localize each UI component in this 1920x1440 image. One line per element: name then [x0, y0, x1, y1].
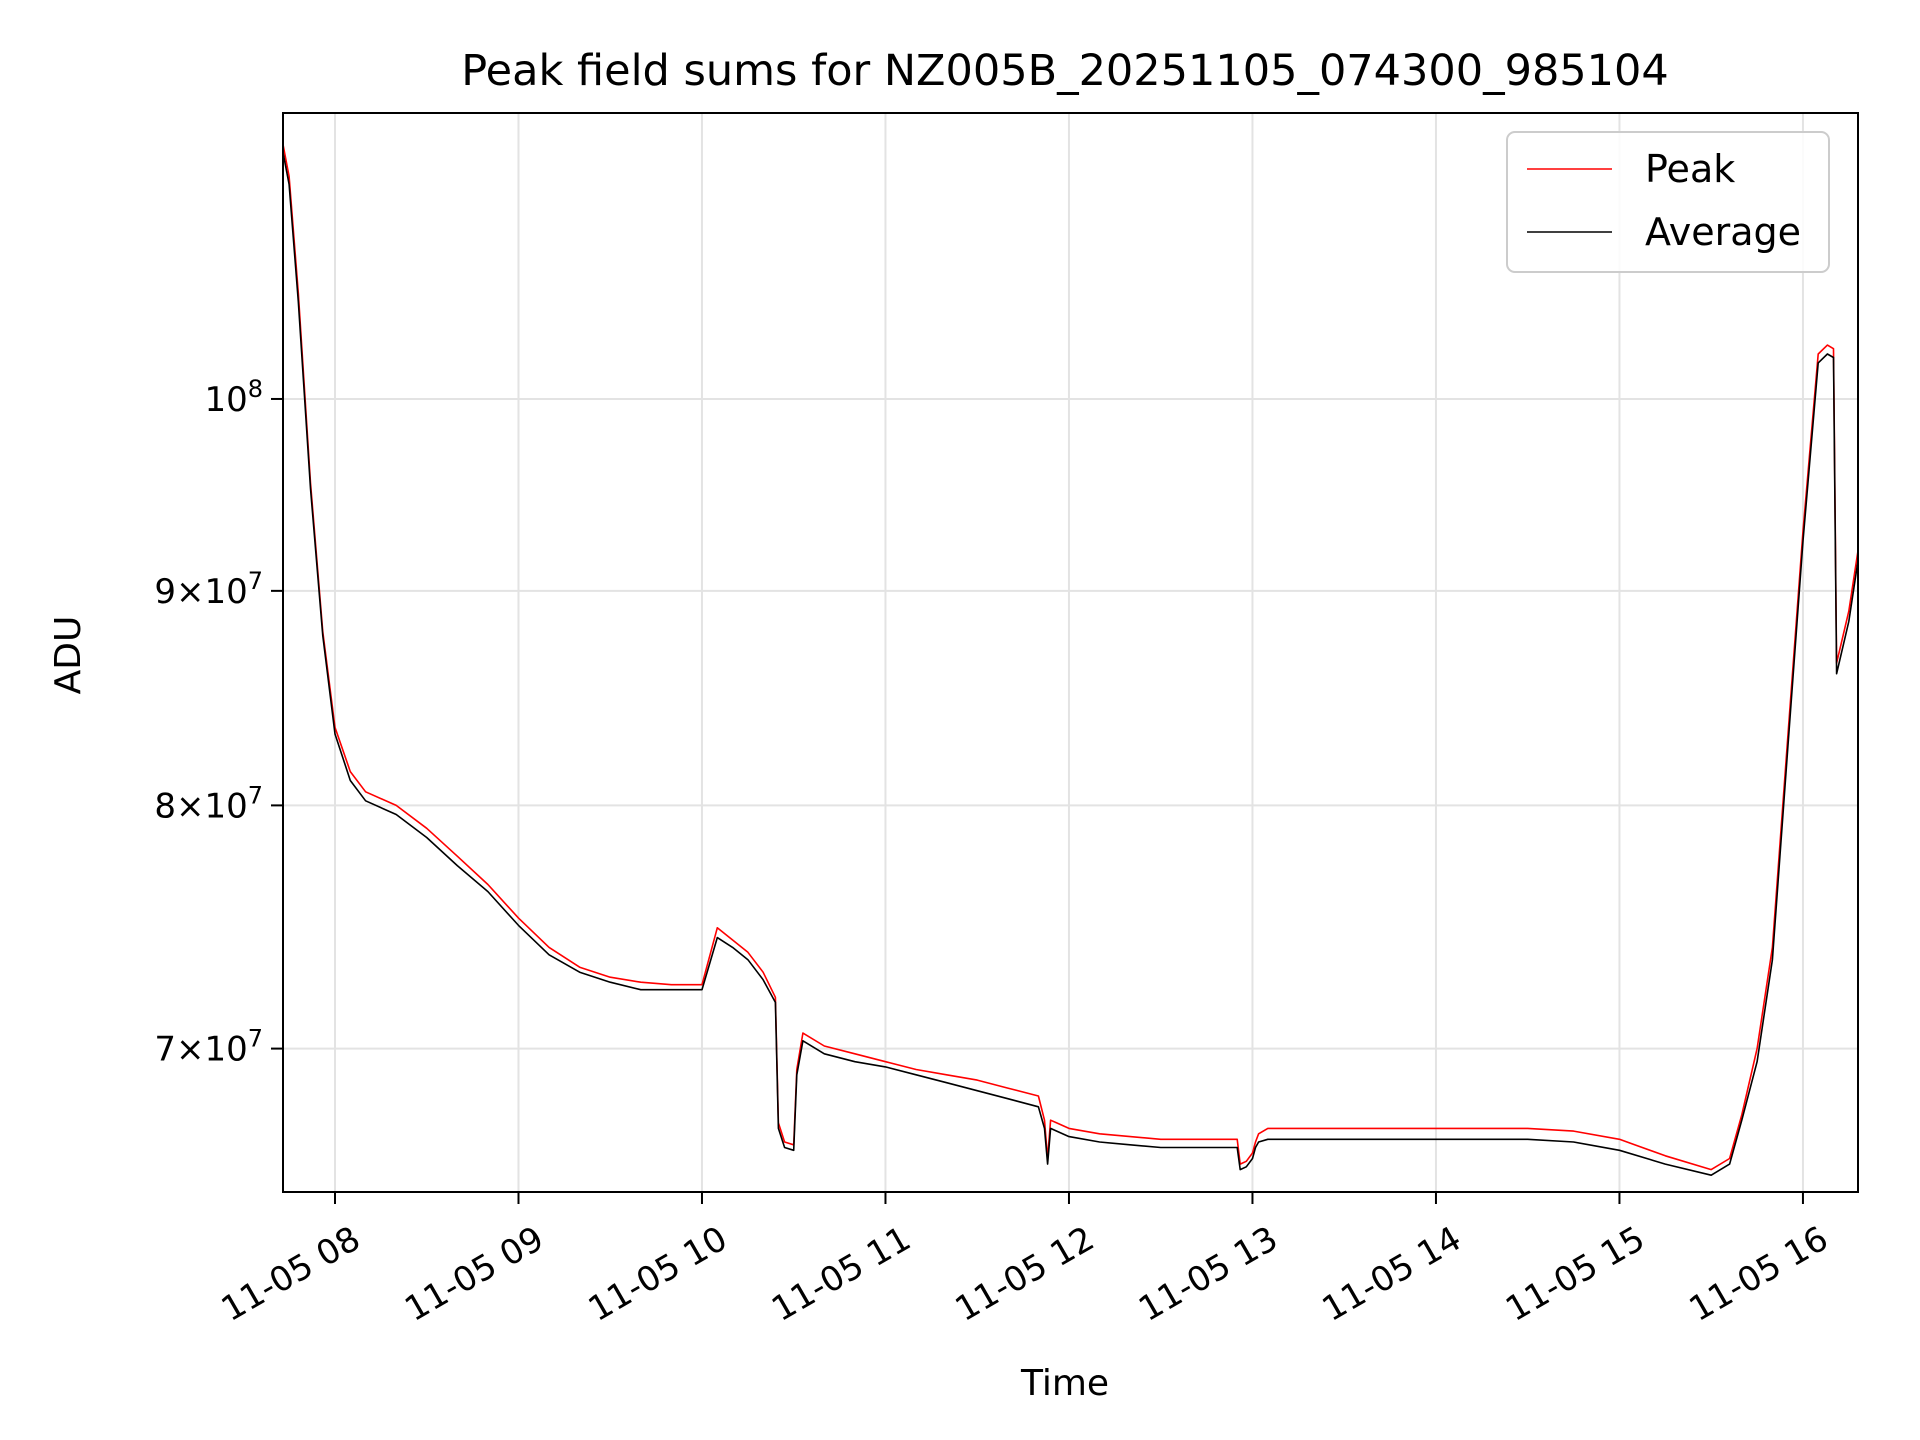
plot-frame — [282, 112, 1859, 1193]
y-tick-label: 7×107 — [154, 1025, 263, 1070]
series-line-peak — [282, 144, 1859, 1171]
legend: Peak Average — [1506, 131, 1830, 273]
legend-label-peak: Peak — [1645, 147, 1735, 191]
y-tick-label: 9×107 — [154, 567, 263, 612]
chart-title: Peak field sums for NZ005B_20251105_0743… — [461, 46, 1669, 96]
x-axis-title: Time — [1020, 1363, 1109, 1404]
legend-label-average: Average — [1645, 210, 1801, 254]
legend-frame — [1506, 131, 1830, 273]
grid — [283, 113, 1858, 1192]
series-line-average — [282, 152, 1859, 1176]
series-layer — [282, 144, 1859, 1176]
y-axis-title: ADU — [48, 616, 89, 695]
y-tick-label: 8×107 — [154, 781, 263, 826]
